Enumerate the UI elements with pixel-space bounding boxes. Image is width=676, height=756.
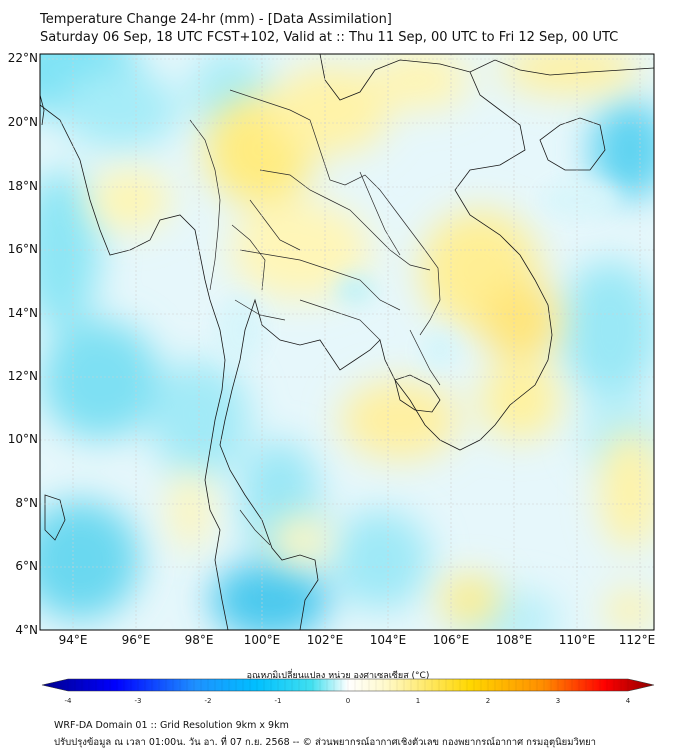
map-title: Temperature Change 24-hr (mm) - [Data As…	[40, 12, 392, 27]
colorbar-tick-label: 1	[416, 697, 420, 705]
footer-update-info: ปรับปรุงข้อมูล ณ เวลา 01:00น. วัน อา. ที…	[54, 737, 596, 748]
lon-label-96e: 96°E	[121, 633, 151, 647]
colorbar-bar	[41, 678, 655, 692]
lat-label-16n: 16°N	[7, 242, 38, 256]
coastlines	[40, 54, 654, 630]
lon-label-100e: 100°E	[243, 633, 281, 647]
colorbar-tick-label: -3	[135, 697, 142, 705]
colorbar-tick-label: -2	[205, 697, 212, 705]
map-frame	[39, 53, 655, 631]
lon-label-94e: 94°E	[58, 633, 88, 647]
colorbar-title: อุณหภูมิเปลี่ยนแปลง หน่วย องศาเซลเซียส (…	[246, 671, 430, 681]
colorbar-tick-label: 0	[346, 697, 350, 705]
colorbar-tick-label: 4	[626, 697, 631, 705]
lon-label-104e: 104°E	[369, 633, 407, 647]
colorbar-tick-label: 3	[556, 697, 560, 705]
colorbar-ticks: -4 -3 -2 -1 0 1 2 3 4	[65, 679, 631, 705]
colorbar-tick-label: 2	[486, 697, 490, 705]
lon-label-102e: 102°E	[306, 633, 344, 647]
lat-label-12n: 12°N	[7, 369, 38, 383]
lat-label-22n: 22°N	[7, 51, 38, 65]
lon-label-112e: 112°E	[618, 633, 656, 647]
gridlines	[40, 54, 654, 630]
lat-label-8n: 8°N	[15, 496, 38, 510]
map-subtitle: Saturday 06 Sep, 18 UTC FCST+102, Valid …	[40, 30, 619, 45]
lon-label-98e: 98°E	[184, 633, 214, 647]
lon-label-110e: 110°E	[558, 633, 596, 647]
lon-label-106e: 106°E	[432, 633, 470, 647]
lat-label-20n: 20°N	[7, 115, 38, 129]
lat-label-4n: 4°N	[15, 623, 38, 637]
lon-label-108e: 108°E	[495, 633, 533, 647]
temperature-map	[39, 53, 655, 631]
temperature-field	[40, 54, 654, 630]
lat-label-18n: 18°N	[7, 179, 38, 193]
footer-grid-info: WRF-DA Domain 01 :: Grid Resolution 9km …	[54, 720, 289, 731]
colorbar-tick-label: -1	[275, 697, 282, 705]
lat-label-10n: 10°N	[7, 432, 38, 446]
lat-label-6n: 6°N	[15, 559, 38, 573]
colorbar: -4 -3 -2 -1 0 1 2 3 4	[41, 678, 655, 705]
lat-label-14n: 14°N	[7, 306, 38, 320]
colorbar-tick-label: -4	[65, 697, 73, 705]
